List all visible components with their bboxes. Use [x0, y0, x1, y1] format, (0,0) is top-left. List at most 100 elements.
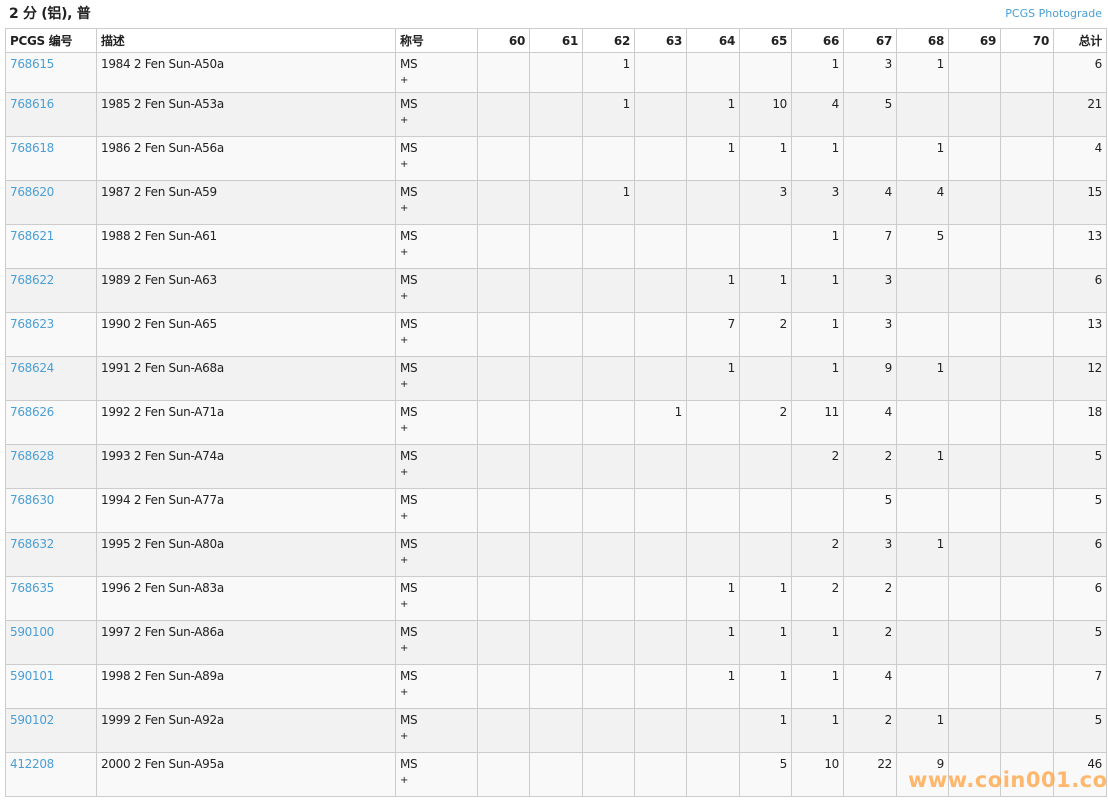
- pcgs-number-link[interactable]: 412208: [10, 757, 55, 771]
- description-cell: 1984 2 Fen Sun-A50a: [96, 52, 396, 93]
- grade-count-cell: [582, 400, 635, 445]
- grade-count-cell: [634, 356, 687, 401]
- table-row: 768630 1994 2 Fen Sun-A77a MS +5 5: [5, 488, 1107, 533]
- grade-count-cell: [1000, 224, 1054, 269]
- pcgs-number-link[interactable]: 768632: [10, 537, 55, 551]
- grade-count-cell: [739, 488, 792, 533]
- pcgs-number-cell: 768632: [5, 532, 97, 577]
- total-cell: 46: [1053, 752, 1107, 797]
- grade-count-cell: [1000, 752, 1054, 797]
- grade-count-cell: 2: [791, 444, 844, 489]
- grade-count-cell: [686, 752, 740, 797]
- pcgs-number-link[interactable]: 768635: [10, 581, 55, 595]
- column-header: 70: [1000, 28, 1054, 53]
- grade-count-cell: 1: [686, 92, 740, 137]
- pcgs-number-link[interactable]: 768618: [10, 141, 55, 155]
- grade-count-cell: 1: [582, 180, 635, 225]
- grade-count-cell: [948, 92, 1001, 137]
- grade-count-cell: [948, 400, 1001, 445]
- pcgs-number-link[interactable]: 768623: [10, 317, 55, 331]
- grade-count-cell: [477, 532, 530, 577]
- grade-count-cell: [948, 620, 1001, 665]
- column-header: 68: [896, 28, 949, 53]
- designation: MS: [400, 713, 418, 727]
- grade-count-cell: [582, 532, 635, 577]
- plus-designation: +: [400, 775, 409, 786]
- total-cell: 5: [1053, 708, 1107, 753]
- pcgs-number-link[interactable]: 590102: [10, 713, 55, 727]
- total-cell: 5: [1053, 444, 1107, 489]
- plus-designation: +: [400, 203, 409, 214]
- grade-count-cell: [739, 532, 792, 577]
- grade-count-cell: [582, 488, 635, 533]
- grade-count-cell: 3: [843, 532, 897, 577]
- grade-count-cell: 1: [896, 708, 949, 753]
- designation: MS: [400, 273, 418, 287]
- pcgs-number-link[interactable]: 768616: [10, 97, 55, 111]
- designation-cell: MS +: [395, 52, 478, 93]
- grade-count-cell: [896, 268, 949, 313]
- pcgs-number-cell: 768618: [5, 136, 97, 181]
- pcgs-photograde-link[interactable]: PCGS Photograde: [1005, 7, 1102, 20]
- pcgs-number-link[interactable]: 768626: [10, 405, 55, 419]
- table-row: 768626 1992 2 Fen Sun-A71a MS +1 2 11 4 18: [5, 400, 1107, 445]
- grade-count-cell: [1000, 400, 1054, 445]
- grade-count-cell: [529, 92, 583, 137]
- grade-count-cell: [948, 752, 1001, 797]
- grade-count-cell: [529, 664, 583, 709]
- designation: MS: [400, 757, 418, 771]
- grade-count-cell: 1: [791, 664, 844, 709]
- pcgs-number-link[interactable]: 768622: [10, 273, 55, 287]
- grade-count-cell: 1: [686, 620, 740, 665]
- designation: MS: [400, 97, 418, 111]
- grade-count-cell: [896, 620, 949, 665]
- pcgs-number-cell: 590100: [5, 620, 97, 665]
- pcgs-number-link[interactable]: 768621: [10, 229, 55, 243]
- grade-count-cell: [582, 664, 635, 709]
- grade-count-cell: [634, 180, 687, 225]
- designation: MS: [400, 361, 418, 375]
- pcgs-number-link[interactable]: 768630: [10, 493, 55, 507]
- table-row: 590102 1999 2 Fen Sun-A92a MS +1 1 2 1 5: [5, 708, 1107, 753]
- pcgs-number-link[interactable]: 590101: [10, 669, 55, 683]
- description-cell: 1997 2 Fen Sun-A86a: [96, 620, 396, 665]
- grade-count-cell: [686, 708, 740, 753]
- plus-designation: +: [400, 467, 409, 478]
- column-header: 65: [739, 28, 792, 53]
- designation: MS: [400, 537, 418, 551]
- pcgs-number-link[interactable]: 590100: [10, 625, 55, 639]
- pcgs-number-link[interactable]: 768615: [10, 57, 55, 71]
- grade-count-cell: 2: [843, 620, 897, 665]
- pcgs-number-cell: 768621: [5, 224, 97, 269]
- grade-count-cell: [896, 400, 949, 445]
- total-cell: 5: [1053, 620, 1107, 665]
- description-cell: 1995 2 Fen Sun-A80a: [96, 532, 396, 577]
- pcgs-number-link[interactable]: 768620: [10, 185, 55, 199]
- grade-count-cell: [843, 136, 897, 181]
- pcgs-number-link[interactable]: 768624: [10, 361, 55, 375]
- grade-count-cell: [529, 752, 583, 797]
- grade-count-cell: 2: [843, 576, 897, 621]
- column-header: 总计: [1053, 28, 1107, 53]
- column-header: 60: [477, 28, 530, 53]
- grade-count-cell: [529, 52, 583, 93]
- grade-count-cell: 9: [843, 356, 897, 401]
- grade-count-cell: [1000, 136, 1054, 181]
- pcgs-number-link[interactable]: 768628: [10, 449, 55, 463]
- designation: MS: [400, 57, 418, 71]
- grade-count-cell: [686, 444, 740, 489]
- total-cell: 15: [1053, 180, 1107, 225]
- grade-count-cell: 1: [791, 136, 844, 181]
- designation: MS: [400, 449, 418, 463]
- designation-cell: MS +: [395, 444, 478, 489]
- total-cell: 6: [1053, 576, 1107, 621]
- grade-count-cell: [634, 576, 687, 621]
- grade-count-cell: 2: [739, 400, 792, 445]
- column-header: 64: [686, 28, 740, 53]
- grade-count-cell: [686, 224, 740, 269]
- table-row: 768616 1985 2 Fen Sun-A53a MS +1 1 10 4 5 21: [5, 92, 1107, 137]
- grade-count-cell: [529, 488, 583, 533]
- grade-count-cell: [1000, 620, 1054, 665]
- description-cell: 1991 2 Fen Sun-A68a: [96, 356, 396, 401]
- grade-count-cell: [529, 576, 583, 621]
